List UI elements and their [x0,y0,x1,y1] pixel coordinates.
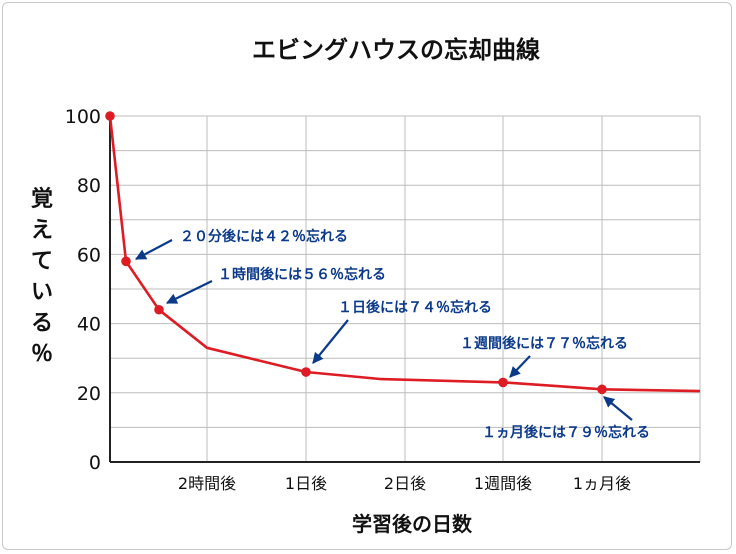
grid-lines [110,115,701,462]
x-tick-label-2: 2日後 [384,474,426,493]
annotation-text-3: １週間後には７７％忘れる [460,335,628,352]
x-tick-label-4: 1ヵ月後 [573,474,631,493]
y-axis-ticks: 0 20 40 60 80 100 [65,106,101,474]
annotation-arrow-2 [312,319,349,364]
data-points [105,111,607,395]
annotation-text-0: ２０分後には４２％忘れる [180,228,348,245]
x-tick-label-1: 1日後 [285,474,327,493]
data-point-4 [498,377,508,388]
chart-title: エビングハウスの忘却曲線 [252,36,540,64]
annotation-text-4: １ヵ月後には７９％忘れる [482,424,650,441]
x-axis-label: 学習後の日数 [352,512,473,536]
annotation-arrow-0 [135,239,173,260]
y-axis-label: 覚えている％ [31,186,53,367]
series-line [108,115,701,393]
y-tick-label-80: 80 [77,175,101,197]
y-tick-label-20: 20 [77,383,101,405]
annotation-text-1: １時間後には５６％忘れる [218,266,386,283]
x-tick-label-0: 2時間後 [178,474,236,493]
annotation-arrow-1 [166,280,213,304]
annotation-text-2: １日後には７４％忘れる [338,299,492,316]
y-tick-label-100: 100 [65,106,101,128]
annotation-arrow-4 [603,396,633,421]
y-tick-label-0: 0 [89,452,101,474]
data-point-5 [597,384,607,395]
axes [109,116,700,463]
data-point-2 [154,304,164,315]
data-point-1 [121,256,131,267]
x-axis-ticks: 2時間後 1日後 2日後 1週間後 1ヵ月後 [178,474,631,493]
annotation-arrow-3 [509,355,531,378]
y-tick-label-60: 60 [77,244,101,266]
svg-text:覚えている％: 覚えている％ [31,186,53,367]
y-tick-label-40: 40 [77,314,101,336]
data-point-3 [301,367,311,377]
annotations: ２０分後には４２％忘れる １時間後には５６％忘れる １日後には７４％忘れる １週間後に… [135,228,650,441]
x-tick-label-3: 1週間後 [474,474,532,493]
data-point-0 [105,111,115,121]
